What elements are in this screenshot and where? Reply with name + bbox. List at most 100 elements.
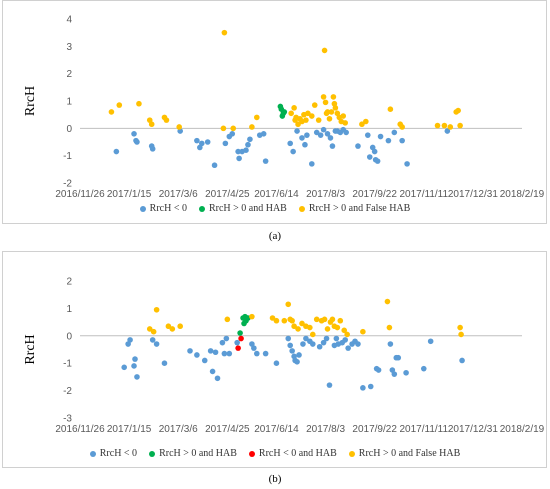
legend-label: RrcH > 0 and HAB <box>159 448 237 459</box>
data-point <box>337 317 344 324</box>
data-point <box>457 324 463 331</box>
data-point <box>307 324 313 331</box>
data-point <box>321 316 328 323</box>
data-point <box>127 337 133 343</box>
data-point <box>223 335 230 342</box>
data-point <box>236 155 242 162</box>
legend-item: RrcH < 0 <box>89 448 137 459</box>
data-point <box>245 141 251 148</box>
data-point <box>395 354 402 361</box>
data-point <box>201 357 208 364</box>
data-point <box>131 131 137 137</box>
x-tick-label: 2017/1/15 <box>107 189 152 200</box>
x-tick-label: 2017/12/31 <box>448 189 498 200</box>
data-point <box>315 117 322 123</box>
x-tick-label: 2017/11/11 <box>399 424 448 435</box>
data-point <box>207 348 214 354</box>
data-point <box>322 99 329 106</box>
data-point <box>116 102 123 108</box>
data-point <box>194 137 200 144</box>
y-tick-label: -1 <box>63 151 72 162</box>
data-point <box>224 316 231 323</box>
data-point <box>163 117 170 123</box>
data-point <box>136 100 142 107</box>
data-point <box>299 320 305 327</box>
data-point <box>375 367 382 373</box>
data-point <box>260 131 267 137</box>
data-point <box>355 341 361 347</box>
y-tick-label: -1 <box>63 359 72 370</box>
y-tick-label: -2 <box>63 386 72 397</box>
data-point <box>459 357 465 364</box>
data-point <box>434 122 441 129</box>
data-point <box>371 148 378 155</box>
data-point <box>305 110 311 117</box>
x-tick-label: 2016/11/26 <box>55 424 105 435</box>
data-point <box>290 148 296 155</box>
data-point <box>317 132 324 138</box>
data-point <box>234 339 240 346</box>
data-point <box>309 341 316 347</box>
legend-label: RrcH < 0 <box>149 203 187 214</box>
legend-marker <box>348 450 355 457</box>
y-tick-label: 3 <box>66 42 72 53</box>
data-point <box>226 350 233 357</box>
data-point <box>249 124 255 130</box>
data-point <box>254 350 260 357</box>
data-point <box>444 128 451 134</box>
data-point <box>165 323 172 330</box>
data-point <box>219 339 226 346</box>
data-point <box>363 118 369 125</box>
data-point <box>299 135 305 141</box>
legend-item: RrcH < 0 and HAB <box>248 448 337 459</box>
data-point <box>249 313 255 320</box>
series-rrch_pos_hab <box>237 313 251 336</box>
data-point <box>134 139 140 145</box>
x-tick-label: 2017/3/6 <box>159 189 198 200</box>
legend-item: RrcH < 0 <box>139 203 187 214</box>
data-point <box>316 343 323 350</box>
data-point <box>324 131 331 137</box>
y-tick-label: -3 <box>63 414 72 425</box>
data-point <box>146 326 153 332</box>
data-point <box>287 342 293 349</box>
data-point <box>251 345 257 351</box>
data-point <box>121 364 127 371</box>
series-rrch_neg <box>121 335 465 391</box>
data-point <box>148 121 155 128</box>
data-point <box>304 132 310 138</box>
data-point <box>132 356 138 362</box>
data-point <box>113 148 120 155</box>
data-point <box>243 147 249 153</box>
data-point <box>237 330 243 336</box>
data-point <box>309 331 316 338</box>
data-point <box>313 316 320 323</box>
data-point <box>377 133 384 140</box>
data-point <box>294 128 300 134</box>
x-tick-label: 2017/12/31 <box>448 424 498 435</box>
x-tick-label: 2017/1/15 <box>107 424 152 435</box>
y-tick-label: 0 <box>66 331 72 342</box>
data-point <box>447 124 454 130</box>
data-point <box>300 341 306 347</box>
series-rrch_neg_hab <box>235 335 244 351</box>
y-axis-label: RrcH <box>23 86 38 116</box>
data-point <box>285 335 292 342</box>
legend-label: RrcH > 0 and False HAB <box>358 448 461 459</box>
data-point <box>273 360 280 366</box>
data-point <box>150 328 157 335</box>
data-point <box>427 338 434 345</box>
data-point <box>367 383 374 390</box>
data-point <box>212 349 219 356</box>
data-point <box>355 143 361 149</box>
subfigure-label-a: (a) <box>268 230 282 242</box>
data-point <box>391 129 398 136</box>
data-point <box>220 125 227 132</box>
data-point <box>273 317 280 324</box>
data-point <box>221 29 228 36</box>
data-point <box>229 131 236 137</box>
series-rrch_pos_hab <box>277 103 288 119</box>
data-point <box>303 117 309 123</box>
chart-frame-a <box>2 0 547 224</box>
data-point <box>176 124 183 130</box>
